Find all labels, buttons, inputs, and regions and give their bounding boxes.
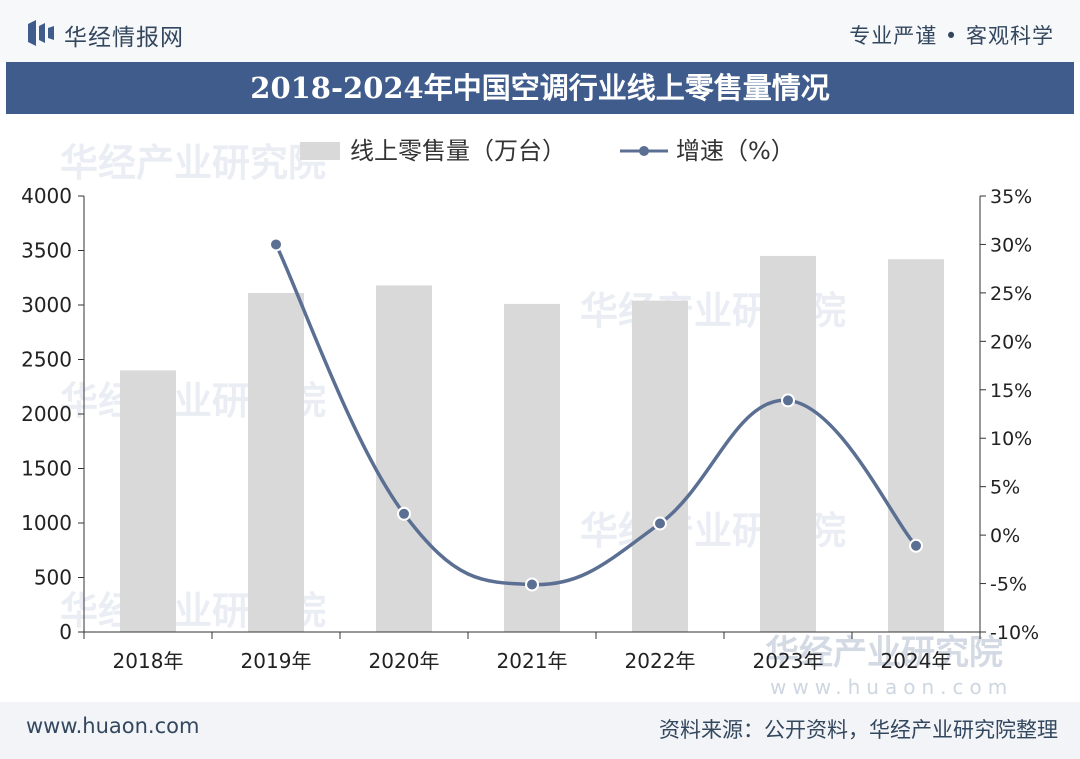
legend: 线上零售量（万台） 增速（%） bbox=[300, 137, 795, 165]
legend-bar-swatch bbox=[300, 142, 340, 160]
slogan: 专业严谨 • 客观科学 bbox=[849, 24, 1054, 48]
x-tick-label: 2019年 bbox=[241, 649, 312, 673]
chart-title: 2018-2024年中国空调行业线上零售量情况 bbox=[250, 71, 830, 105]
bar-2022年 bbox=[632, 300, 688, 632]
left-tick-label: 4000 bbox=[21, 184, 72, 208]
chart: 华经产业研究院华经产业研究院华经产业研究院华经产业研究院华经产业研究院华经产业研… bbox=[21, 137, 1039, 699]
watermark-brand: 华经产业研究院 bbox=[765, 633, 1003, 673]
left-tick-label: 1500 bbox=[21, 457, 72, 481]
header-bar: 华经情报网 专业严谨 • 客观科学 bbox=[0, 0, 1080, 62]
bar-series bbox=[120, 255, 944, 632]
bar-2018年 bbox=[120, 370, 176, 632]
x-tick-label: 2018年 bbox=[113, 649, 184, 673]
bar-2019年 bbox=[248, 293, 304, 632]
growth-point-2023年 bbox=[781, 393, 795, 408]
growth-point-2022年 bbox=[653, 516, 667, 531]
left-tick-label: 1000 bbox=[21, 511, 72, 535]
bar-2021年 bbox=[504, 303, 560, 632]
x-tick-label: 2020年 bbox=[369, 649, 440, 673]
left-tick-label: 500 bbox=[34, 566, 72, 590]
huaon-logo-icon bbox=[28, 20, 54, 46]
right-tick-label: -10% bbox=[990, 622, 1039, 644]
data-source: 资料来源：公开资料，华经产业研究院整理 bbox=[659, 718, 1058, 742]
bar-2023年 bbox=[760, 255, 816, 632]
x-tick-label: 2024年 bbox=[881, 649, 952, 673]
footer-bar: www.huaon.com 资料来源：公开资料，华经产业研究院整理 bbox=[0, 702, 1080, 759]
legend-bar-label: 线上零售量（万台） bbox=[350, 137, 566, 165]
left-tick-label: 3000 bbox=[21, 293, 72, 317]
x-tick-label: 2023年 bbox=[753, 649, 824, 673]
left-tick-label: 3500 bbox=[21, 239, 72, 263]
watermark-url: www.huaon.com bbox=[770, 675, 1013, 699]
left-tick-label: 0 bbox=[59, 620, 72, 644]
watermark-text: 华经产业研究院 bbox=[60, 141, 326, 185]
axes: 0 500 1000 1500 2000 2500 3000 3500 4000 -10% -5% 0… bbox=[21, 184, 1039, 673]
left-tick-label: 2500 bbox=[21, 348, 72, 372]
right-tick-label: 10% bbox=[990, 428, 1032, 450]
brand-name: 华经情报网 bbox=[64, 25, 184, 51]
legend-line-label: 增速（%） bbox=[676, 137, 795, 165]
growth-point-2021年 bbox=[525, 577, 539, 592]
right-tick-label: 25% bbox=[990, 283, 1032, 305]
legend-line-marker bbox=[639, 146, 649, 156]
bar-2020年 bbox=[376, 285, 432, 632]
right-tick-label: 15% bbox=[990, 380, 1032, 402]
growth-point-2020年 bbox=[397, 506, 411, 521]
left-tick-label: 2000 bbox=[21, 402, 72, 426]
right-tick-label: -5% bbox=[990, 574, 1027, 596]
x-tick-label: 2021年 bbox=[497, 649, 568, 673]
website-url: www.huaon.com bbox=[26, 714, 200, 738]
right-tick-label: 35% bbox=[990, 186, 1032, 208]
bar-2024年 bbox=[888, 259, 944, 632]
x-tick-label: 2022年 bbox=[625, 649, 696, 673]
growth-point-2019年 bbox=[269, 237, 283, 252]
right-tick-label: 30% bbox=[990, 234, 1032, 256]
growth-line bbox=[274, 243, 918, 587]
growth-point-2024年 bbox=[909, 538, 923, 553]
right-tick-label: 20% bbox=[990, 331, 1032, 353]
right-tick-label: 5% bbox=[990, 477, 1020, 499]
right-tick-label: 0% bbox=[990, 525, 1020, 547]
line-series bbox=[269, 237, 923, 592]
title-bar: 2018-2024年中国空调行业线上零售量情况 bbox=[6, 62, 1074, 114]
